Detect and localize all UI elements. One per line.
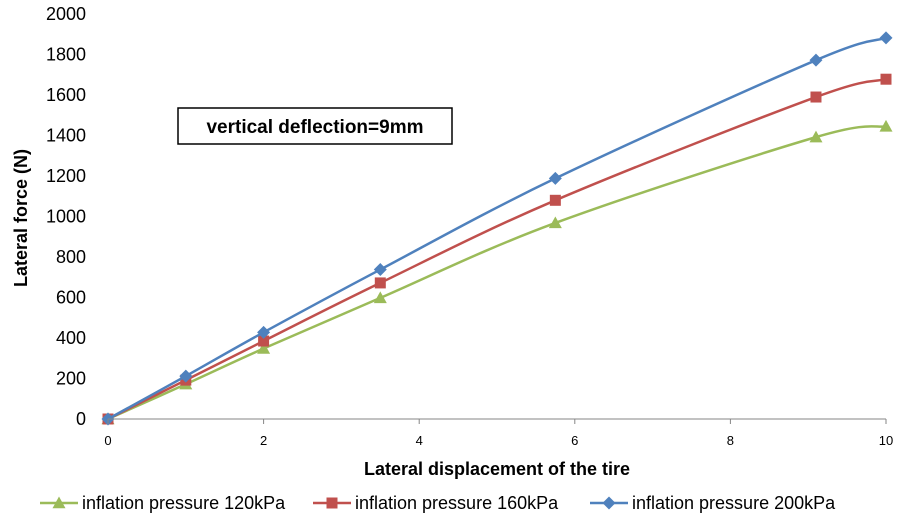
y-tick-label: 800 bbox=[56, 247, 86, 267]
y-tick-label: 2000 bbox=[46, 4, 86, 24]
y-tick-label: 1200 bbox=[46, 166, 86, 186]
x-tick-label: 2 bbox=[260, 433, 267, 448]
data-point bbox=[257, 325, 271, 339]
data-point bbox=[548, 216, 562, 229]
data-point bbox=[179, 369, 193, 383]
series-line bbox=[107, 125, 887, 421]
data-point bbox=[374, 277, 386, 289]
data-point bbox=[879, 31, 893, 45]
y-tick-label: 1000 bbox=[46, 207, 86, 227]
legend-marker bbox=[326, 497, 338, 509]
x-tick-label: 0 bbox=[104, 433, 111, 448]
x-tick-label: 8 bbox=[727, 433, 734, 448]
data-point bbox=[373, 291, 387, 304]
y-tick-label: 400 bbox=[56, 328, 86, 348]
legend-label: inflation pressure 160kPa bbox=[355, 493, 559, 513]
legend-item-2: inflation pressure 160kPa bbox=[313, 493, 559, 513]
legend-label: inflation pressure 120kPa bbox=[82, 493, 286, 513]
series-line bbox=[107, 36, 887, 421]
annotation-text: vertical deflection=9mm bbox=[206, 117, 423, 138]
axes: 0 2 4 6 8 10 0 200 400 600 800 1000 1200 1400 1600 1800… bbox=[46, 4, 893, 448]
series-line bbox=[107, 77, 887, 421]
data-point bbox=[810, 91, 822, 103]
data-point bbox=[548, 171, 562, 185]
x-tick-label: 6 bbox=[571, 433, 578, 448]
data-point bbox=[880, 73, 892, 85]
data-point bbox=[809, 53, 823, 67]
legend-marker bbox=[602, 496, 616, 510]
legend-item-1: inflation pressure 120kPa bbox=[40, 493, 286, 513]
y-tick-label: 0 bbox=[76, 409, 86, 429]
plot-area bbox=[101, 31, 893, 426]
annotation-box: vertical deflection=9mm bbox=[177, 107, 453, 145]
data-point bbox=[809, 130, 823, 143]
y-tick-label: 1600 bbox=[46, 85, 86, 105]
legend-item-3: inflation pressure 200kPa bbox=[590, 493, 836, 513]
legend-marker bbox=[52, 496, 66, 509]
data-point bbox=[879, 119, 893, 132]
series-1 bbox=[101, 119, 893, 425]
y-tick-label: 200 bbox=[56, 369, 86, 389]
y-axis-title: Lateral force (N) bbox=[11, 149, 31, 287]
legend: inflation pressure 120kPa inflation press… bbox=[40, 493, 836, 513]
y-tick-label: 1800 bbox=[46, 45, 86, 65]
legend-label: inflation pressure 200kPa bbox=[632, 493, 836, 513]
y-tick-label: 1400 bbox=[46, 126, 86, 146]
x-axis-title: Lateral displacement of the tire bbox=[364, 459, 630, 479]
data-point bbox=[257, 342, 271, 354]
data-point bbox=[258, 335, 270, 347]
x-tick-label: 10 bbox=[879, 433, 893, 448]
data-point bbox=[549, 194, 561, 206]
x-tick-label: 4 bbox=[416, 433, 423, 448]
series-3 bbox=[101, 31, 893, 426]
data-point bbox=[373, 263, 387, 277]
y-tick-label: 600 bbox=[56, 288, 86, 308]
